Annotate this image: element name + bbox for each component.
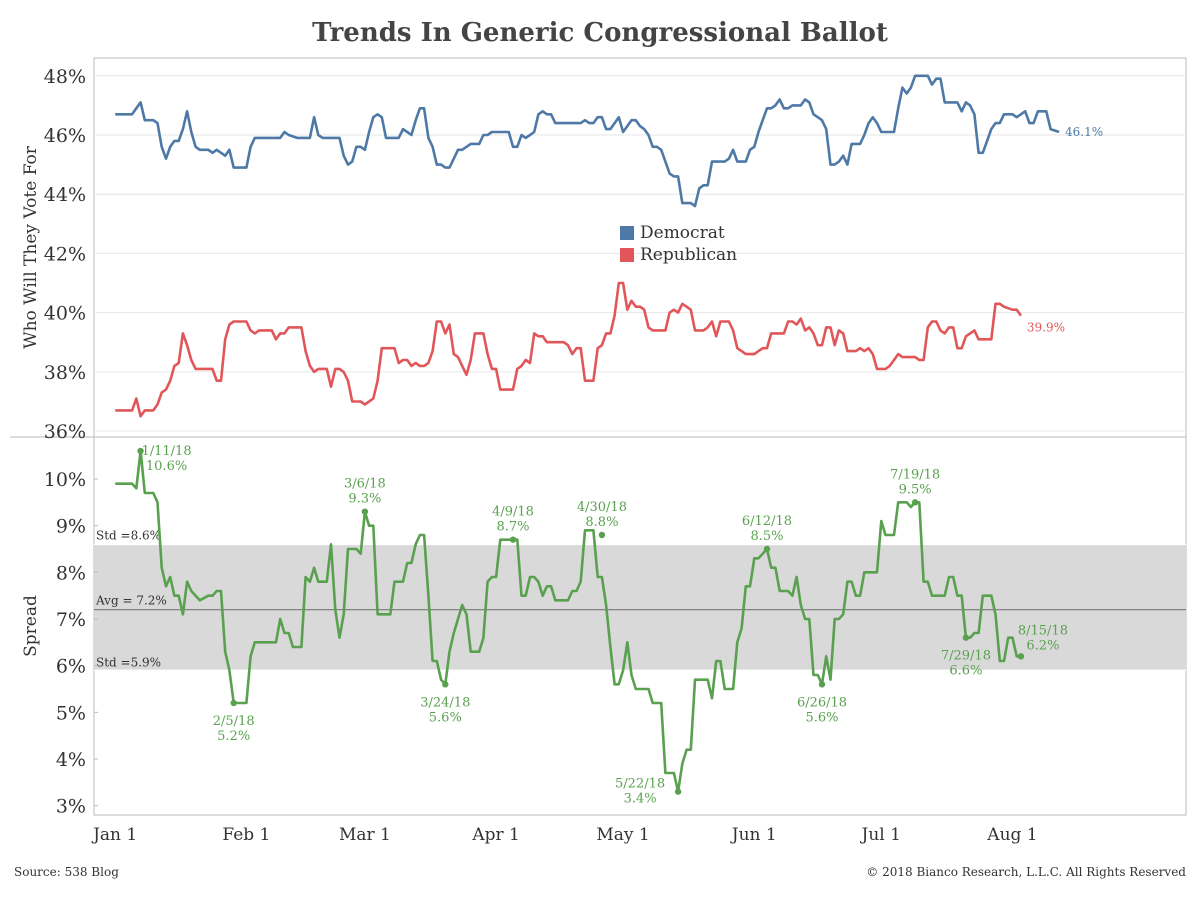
end-label-democrat: 46.1% [1065, 125, 1103, 139]
annotation-date: 8/15/18 [1018, 623, 1068, 638]
avg-label: Avg = 7.2% [95, 594, 167, 608]
annotation-point [442, 681, 449, 688]
annotation-value: 8.8% [585, 515, 618, 530]
annotation-date: 3/24/18 [420, 695, 470, 710]
annotation-date: 6/26/18 [797, 695, 847, 710]
annotation-value: 5.2% [217, 729, 250, 744]
annotation-point [137, 447, 144, 455]
annotation-date: 7/19/18 [890, 467, 940, 482]
y-tick-label-top: 48% [44, 66, 86, 88]
legend: Democrat Republican [620, 222, 737, 266]
y-axis-title-top: Who Will They Vote For [21, 145, 41, 349]
source-note: Source: 538 Blog [14, 865, 119, 879]
x-tick-label: Jun 1 [730, 825, 777, 845]
annotation-value: 8.5% [750, 529, 783, 544]
annotation-date: 4/9/18 [492, 505, 534, 520]
y-tick-label-bottom: 10% [44, 469, 86, 491]
y-tick-label-bottom: 5% [56, 702, 86, 724]
y-tick-label-bottom: 8% [56, 562, 86, 584]
std-lower-label: Std =5.9% [96, 655, 161, 669]
chart-title: Trends In Generic Congressional Ballot [312, 18, 888, 48]
legend-item-democrat[interactable]: Democrat [620, 222, 737, 244]
x-tick-label: Aug 1 [986, 825, 1037, 845]
y-tick-label-top: 46% [44, 125, 86, 147]
annotation-value: 6.6% [949, 664, 982, 679]
annotation-point [763, 545, 771, 553]
annotation-point [509, 536, 517, 543]
legend-swatch-republican [620, 248, 634, 262]
annotation-date: 7/29/18 [941, 649, 991, 664]
x-tick-label: Mar 1 [339, 825, 391, 845]
y-tick-label-bottom: 9% [56, 516, 86, 538]
series-line-republican [115, 281, 1022, 418]
y-tick-label-top: 38% [44, 362, 86, 384]
y-tick-label-top: 42% [44, 243, 86, 265]
y-tick-label-bottom: 7% [56, 609, 86, 631]
copyright-note: © 2018 Bianco Research, L.L.C. All Right… [866, 865, 1186, 879]
legend-item-republican[interactable]: Republican [620, 244, 737, 266]
legend-swatch-democrat [620, 226, 634, 240]
std-upper-label: Std =8.6% [96, 528, 161, 542]
end-label-republican: 39.9% [1027, 321, 1065, 335]
series-line-democrat [115, 74, 1060, 208]
series-line-spread [115, 449, 1021, 793]
annotation-point [818, 681, 826, 688]
y-tick-label-bottom: 3% [56, 796, 86, 818]
annotation-value: 9.5% [899, 482, 932, 497]
annotation-date: 1/11/18 [141, 444, 191, 459]
annotation-point [598, 531, 606, 539]
x-tick-label: Jul 1 [860, 825, 901, 845]
annotation-value: 5.6% [429, 710, 462, 725]
annotation-date: 4/30/18 [577, 500, 627, 515]
annotation-point [230, 699, 237, 707]
y-tick-label-bottom: 4% [56, 749, 86, 771]
annotation-value: 9.3% [348, 492, 381, 507]
annotation-point [1017, 653, 1025, 660]
std-band [94, 544, 1186, 671]
annotation-value: 3.4% [624, 792, 657, 807]
y-axis-title-bottom: Spread [21, 595, 41, 657]
annotation-date: 6/12/18 [742, 514, 792, 529]
x-tick-label: May 1 [596, 825, 649, 845]
annotation-point [911, 499, 919, 506]
annotation-point [361, 508, 369, 515]
annotation-value: 6.2% [1026, 638, 1059, 653]
annotation-date: 5/22/18 [615, 777, 665, 792]
annotation-date: 3/6/18 [344, 477, 386, 492]
y-tick-label-top: 44% [44, 184, 86, 206]
annotation-point [962, 634, 970, 641]
annotation-value: 8.7% [497, 520, 530, 535]
annotation-point [674, 788, 682, 795]
annotation-date: 2/5/18 [213, 714, 255, 729]
y-tick-label-bottom: 6% [56, 656, 86, 678]
y-tick-label-top: 36% [44, 421, 86, 443]
x-tick-label: Jan 1 [91, 825, 137, 845]
legend-label-republican: Republican [640, 245, 738, 265]
x-tick-label: Apr 1 [471, 825, 520, 845]
annotation-value: 5.6% [805, 710, 838, 725]
legend-label-democrat: Democrat [640, 223, 725, 243]
x-tick-label: Feb 1 [222, 825, 270, 845]
annotation-value: 10.6% [146, 459, 187, 474]
y-tick-label-top: 40% [44, 303, 86, 325]
